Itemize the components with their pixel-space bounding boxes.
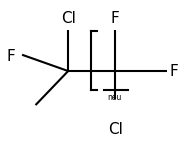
Text: F: F <box>111 11 120 26</box>
Text: F: F <box>6 49 15 65</box>
Text: neu: neu <box>108 93 122 102</box>
Text: Cl: Cl <box>108 122 123 137</box>
Text: Cl: Cl <box>61 11 76 26</box>
Text: F: F <box>170 63 179 79</box>
